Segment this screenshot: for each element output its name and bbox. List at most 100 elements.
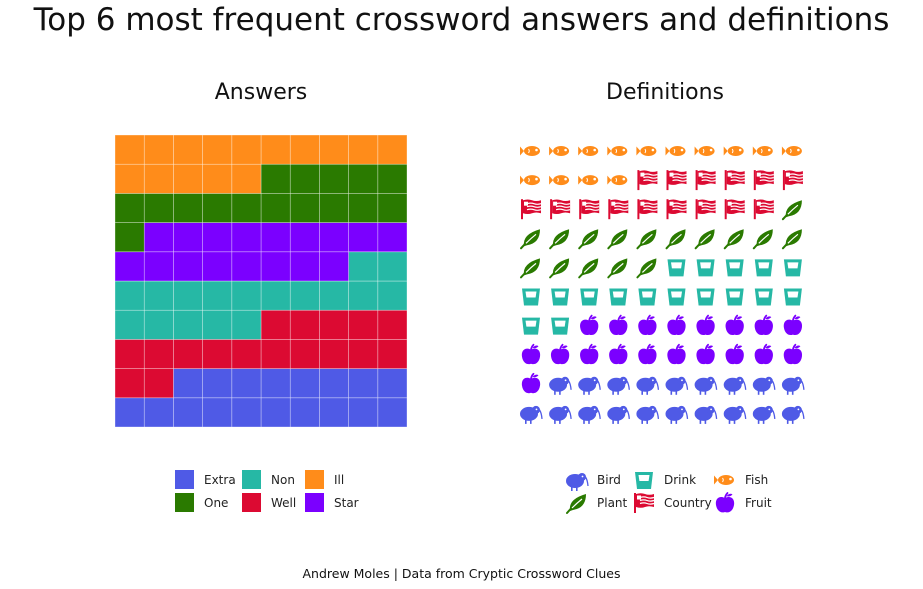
apple-icon <box>609 314 628 336</box>
kiwi-bird-icon <box>607 376 630 395</box>
waffle-cell-star <box>260 222 291 253</box>
waffle-cell-star <box>377 222 408 253</box>
leaf-icon <box>781 200 802 221</box>
waffle-cell-one <box>319 193 349 223</box>
waffle-cell-non <box>377 280 408 311</box>
leaf-icon <box>520 258 540 279</box>
waffle-cell-one <box>289 193 320 223</box>
apple-icon <box>783 314 803 336</box>
waffle-cell-non <box>319 280 349 311</box>
flag-icon <box>666 170 687 191</box>
waffle-cell-well <box>319 339 349 369</box>
legend-label-fish: Fish <box>745 473 768 487</box>
legend-swatch-ill <box>305 470 324 489</box>
kiwi-bird-icon <box>694 376 718 395</box>
kiwi-bird-icon <box>781 405 805 424</box>
legend-swatch-non <box>242 470 261 489</box>
waffle-cell-extra <box>143 397 174 428</box>
waffle-cell-extra <box>348 368 379 399</box>
waffle-cell-star <box>173 222 203 253</box>
waffle-cell-non <box>202 280 233 311</box>
waffle-cell-non <box>143 280 174 311</box>
kiwi-bird-icon <box>723 405 747 424</box>
apple-icon <box>725 343 744 365</box>
waffle-cell-star <box>143 251 174 282</box>
waffle-cell-star <box>231 222 262 253</box>
flag-icon <box>579 199 600 220</box>
flag-icon <box>550 199 571 220</box>
leaf-icon <box>636 258 657 279</box>
waffle-cell-ill <box>114 163 145 194</box>
flag-icon <box>724 199 745 220</box>
legend-label-non: Non <box>271 473 295 487</box>
waffle-cell-ill <box>173 134 203 165</box>
waffle-cell-one <box>319 163 349 194</box>
legend-label-fruit: Fruit <box>745 496 772 510</box>
glass-icon <box>522 288 540 306</box>
waffle-cell-extra <box>231 368 262 399</box>
waffle-cell-ill <box>348 134 379 165</box>
glass-icon <box>580 288 599 306</box>
leaf-icon <box>607 229 628 250</box>
waffle-cell-well <box>231 339 262 369</box>
glass-icon <box>754 288 773 306</box>
waffle-cell-non <box>202 309 233 340</box>
answers-waffle-chart <box>114 134 408 428</box>
waffle-cell-non <box>114 309 145 340</box>
flag-icon <box>521 199 542 220</box>
waffle-cell-extra <box>289 397 320 428</box>
kiwi-bird-icon <box>549 376 572 395</box>
waffle-cell-one <box>173 193 203 223</box>
apple-icon <box>521 372 541 394</box>
apple-icon <box>725 314 744 336</box>
waffle-cell-star <box>202 251 233 282</box>
legend-label-bird: Bird <box>597 473 621 487</box>
leaf-icon <box>636 229 657 250</box>
waffle-cell-star <box>319 222 349 253</box>
waffle-cell-one <box>348 163 379 194</box>
fish-icon <box>694 146 715 156</box>
legend-label-country: Country <box>664 496 712 510</box>
waffle-cell-one <box>114 222 145 253</box>
kiwi-bird-icon <box>566 473 589 491</box>
glass-icon <box>635 472 653 489</box>
waffle-cell-extra <box>377 397 408 428</box>
waffle-cell-one <box>377 193 408 223</box>
waffle-cell-well <box>173 339 203 369</box>
legend-label-well: Well <box>271 496 296 510</box>
waffle-cell-extra <box>377 368 408 399</box>
apple-icon <box>715 492 735 513</box>
glass-icon <box>754 259 773 277</box>
waffle-cell-well <box>202 339 233 369</box>
leaf-icon <box>566 494 586 514</box>
waffle-cell-well <box>377 339 408 369</box>
flag-icon <box>724 170 745 191</box>
kiwi-bird-icon <box>578 405 601 424</box>
waffle-cell-non <box>114 280 145 311</box>
glass-icon <box>696 259 715 277</box>
waffle-cell-non <box>260 280 291 311</box>
flag-icon <box>608 199 629 220</box>
kiwi-bird-icon <box>694 405 718 424</box>
waffle-cell-star <box>231 251 262 282</box>
waffle-cell-non <box>173 309 203 340</box>
waffle-cell-extra <box>173 368 203 399</box>
kiwi-bird-icon <box>723 376 747 395</box>
apple-icon <box>580 314 599 336</box>
waffle-cell-ill <box>260 134 291 165</box>
leaf-icon <box>665 229 686 250</box>
waffle-cell-one <box>348 193 379 223</box>
apple-icon <box>754 314 773 336</box>
kiwi-bird-icon <box>578 376 601 395</box>
apple-icon <box>696 314 715 336</box>
fish-icon <box>607 146 628 156</box>
legend-label-star: Star <box>334 496 359 510</box>
waffle-cell-well <box>289 309 320 340</box>
leaf-icon <box>694 229 715 250</box>
waffle-cell-star <box>348 222 379 253</box>
apple-icon <box>638 314 657 336</box>
glass-icon <box>609 288 628 306</box>
fish-icon <box>714 475 734 485</box>
waffle-cell-one <box>260 163 291 194</box>
waffle-cell-star <box>202 222 233 253</box>
